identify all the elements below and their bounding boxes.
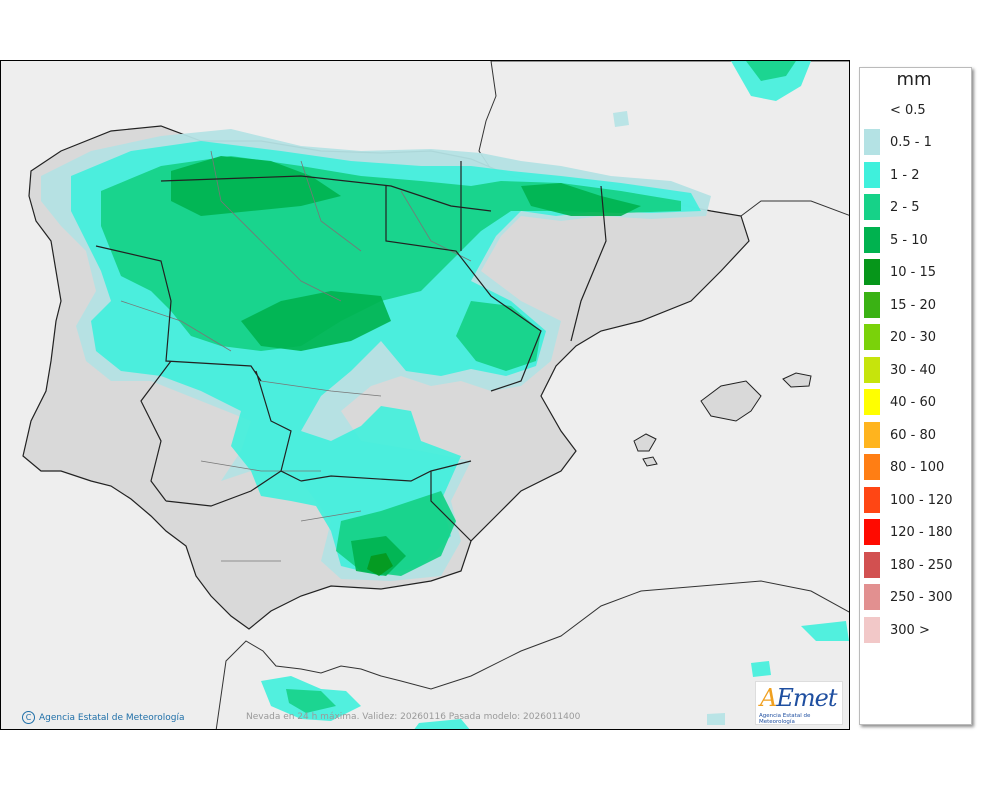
legend-label: 60 - 80 (890, 427, 937, 443)
legend-swatch (864, 454, 880, 480)
copyright-icon: C (22, 711, 35, 724)
legend-label: < 0.5 (890, 103, 926, 118)
legend-swatch (864, 486, 880, 513)
legend-label: 10 - 15 (890, 265, 937, 280)
legend-swatch (864, 291, 880, 318)
legend-label: 1 - 2 (890, 167, 920, 183)
menorca-island (782, 372, 812, 388)
legend-swatch (864, 226, 880, 253)
legend-label: 30 - 40 (890, 362, 937, 378)
legend-label: 2 - 5 (890, 200, 920, 215)
forecast-map (0, 60, 850, 730)
africa-land (215, 580, 849, 729)
legend-panel: mm < 0.5 0.5 - 1 1 - 2 2 - 5 5 - 10 10 - 15 15… (859, 67, 972, 725)
aemet-logo-subtitle: Agencia Estatal de Meteorología (759, 713, 811, 725)
legend-label: 80 - 100 (890, 460, 945, 475)
legend-swatch (864, 356, 880, 383)
snowfall-fields (41, 61, 849, 729)
legend-swatch (864, 616, 880, 643)
legend-swatch (864, 194, 880, 220)
aemet-logo: AEmet Agencia Estatal de Meteorología (755, 681, 843, 725)
legend-swatch (864, 389, 880, 415)
legend-label: 20 - 30 (890, 330, 937, 345)
ibiza-island (633, 433, 657, 452)
legend-label: 180 - 250 (890, 557, 953, 573)
legend-swatch (864, 129, 880, 155)
formentera-island (642, 456, 658, 467)
legend-swatch (864, 584, 880, 610)
copyright-text: Agencia Estatal de Meteorología (39, 712, 185, 723)
legend-label: 250 - 300 (890, 590, 953, 605)
region-borders (95, 150, 607, 562)
legend-unit: mm (896, 69, 932, 90)
legend-swatch (864, 519, 880, 545)
copyright-notice: C Agencia Estatal de Meteorología (22, 711, 185, 724)
validity-caption: Nevada en 24 h máxima. Validez: 20260116… (246, 712, 581, 722)
legend-swatch (864, 421, 880, 448)
legend-swatch (864, 259, 880, 285)
legend-label: 0.5 - 1 (890, 135, 932, 150)
legend-label: 300 > (890, 622, 930, 638)
legend-label: 15 - 20 (890, 297, 937, 313)
legend-swatch (864, 161, 880, 188)
legend-label: 100 - 120 (890, 492, 953, 508)
mallorca-island (700, 380, 762, 422)
legend-label: 40 - 60 (890, 395, 937, 410)
legend-label: 5 - 10 (890, 232, 928, 248)
legend-swatch (864, 551, 880, 578)
aemet-logo-word: AEmet (760, 684, 837, 712)
legend-swatch (864, 324, 880, 350)
legend-label: 120 - 180 (890, 525, 953, 540)
